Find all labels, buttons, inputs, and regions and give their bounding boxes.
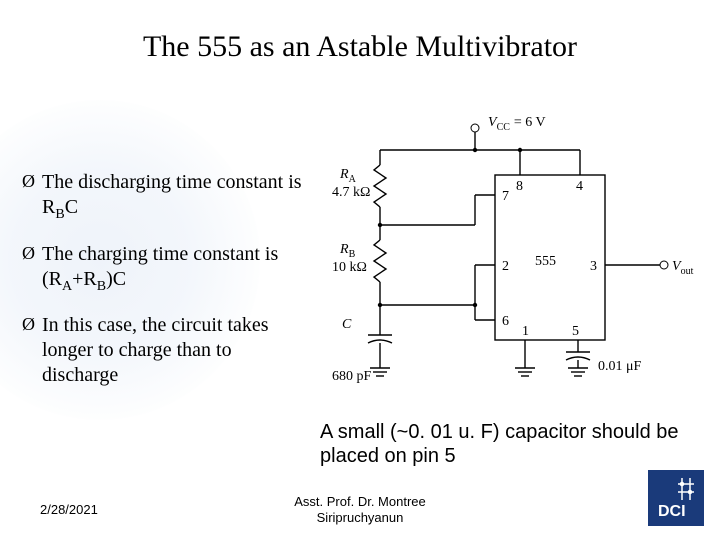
bullet-marker: Ø	[22, 170, 42, 224]
slide: The 555 as an Astable Multivibrator Ø Th…	[0, 0, 720, 540]
bullet-item: Ø The discharging time constant is RBC	[22, 170, 312, 224]
svg-text:4: 4	[576, 179, 583, 194]
slide-title: The 555 as an Astable Multivibrator	[0, 30, 720, 64]
svg-text:Vout: Vout	[672, 259, 694, 277]
bullet-item: Ø The charging time constant is (RA+RB)C	[22, 242, 312, 296]
bullet-text: The charging time constant is (RA+RB)C	[42, 242, 312, 296]
svg-text:555: 555	[535, 254, 556, 269]
svg-text:0.01 μF: 0.01 μF	[598, 359, 642, 374]
svg-text:1: 1	[522, 324, 529, 339]
svg-text:5: 5	[572, 324, 579, 339]
bullet-text: The discharging time constant is RBC	[42, 170, 312, 224]
slide-caption: A small (~0. 01 u. F) capacitor should b…	[320, 420, 710, 468]
svg-text:VCC= 6 V: VCC= 6 V	[488, 115, 546, 133]
circuit-diagram: VCC= 6 V RA 4.7 kΩ RB	[320, 110, 700, 410]
author-line: Asst. Prof. Dr. Montree	[294, 494, 426, 509]
dci-logo: DCI	[648, 470, 704, 526]
svg-text:7: 7	[502, 189, 509, 204]
svg-text:6: 6	[502, 314, 509, 329]
bullet-item: Ø In this case, the circuit takes longer…	[22, 313, 312, 388]
svg-text:DCI: DCI	[658, 503, 686, 520]
bullet-marker: Ø	[22, 313, 42, 388]
author-line: Siripruchyanun	[317, 510, 404, 525]
svg-text:3: 3	[590, 259, 597, 274]
svg-text:8: 8	[516, 179, 523, 194]
svg-text:680 pF: 680 pF	[332, 369, 372, 384]
bullet-text: In this case, the circuit takes longer t…	[42, 313, 312, 388]
bullet-list: Ø The discharging time constant is RBC Ø…	[22, 170, 312, 406]
svg-text:RB: RB	[339, 242, 356, 260]
bullet-marker: Ø	[22, 242, 42, 296]
svg-text:4.7 kΩ: 4.7 kΩ	[332, 185, 370, 200]
svg-text:C: C	[342, 317, 352, 332]
svg-text:10 kΩ: 10 kΩ	[332, 260, 367, 275]
svg-text:2: 2	[502, 259, 509, 274]
footer-date: 2/28/2021	[40, 502, 98, 517]
footer-author: Asst. Prof. Dr. Montree Siripruchyanun	[250, 494, 470, 525]
svg-text:RA: RA	[339, 167, 357, 185]
